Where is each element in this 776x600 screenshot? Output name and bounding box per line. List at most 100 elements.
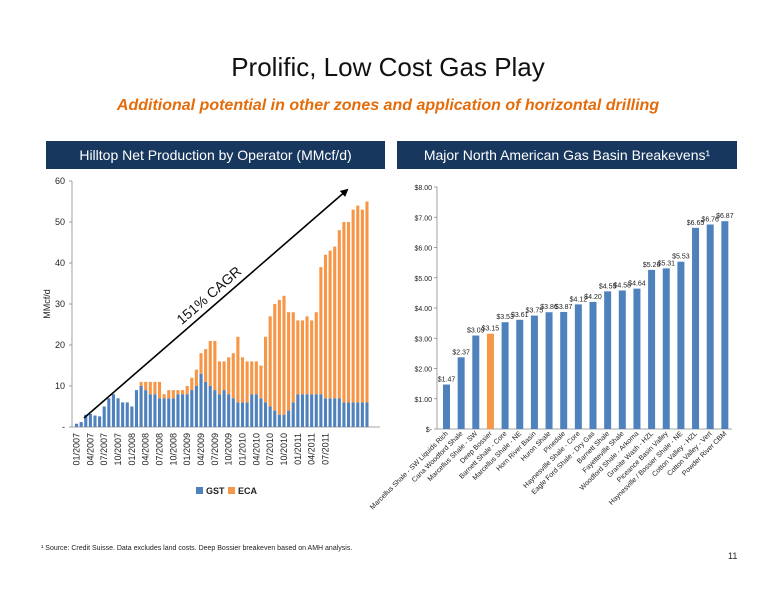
gst-bar (282, 414, 286, 427)
breakeven-bar (501, 322, 509, 429)
gst-bar (240, 402, 245, 427)
gst-bar (208, 386, 212, 427)
gst-bar (277, 414, 281, 427)
gst-bar (264, 402, 268, 427)
gst-bar (356, 402, 360, 427)
breakeven-bar (648, 269, 656, 429)
eca-bar (171, 390, 175, 399)
gst-bar (121, 402, 125, 427)
gst-bar (98, 416, 102, 427)
gst-legend-label: GST (206, 486, 225, 496)
gst-bar (259, 398, 263, 427)
x-tick-label: 07/2009 (210, 433, 220, 466)
eca-bar (236, 336, 240, 403)
gst-bar (171, 398, 175, 427)
gst-bar (250, 394, 254, 427)
gst-bar (134, 390, 139, 427)
eca-bar (240, 357, 245, 403)
x-tick-label: 01/2008 (127, 433, 137, 466)
gst-legend-swatch (196, 487, 203, 494)
eca-bar (296, 320, 300, 395)
bar-value-label: $5.26 (643, 262, 661, 269)
gst-bar (125, 402, 129, 427)
eca-bar (264, 336, 268, 403)
gst-bar (148, 394, 152, 427)
eca-bar (194, 369, 198, 386)
eca-bar (277, 299, 281, 415)
gst-bar (213, 390, 217, 427)
eca-bar (222, 361, 226, 391)
bar-value-label: $3.53 (496, 314, 514, 321)
x-tick-label: 01/2007 (72, 433, 82, 466)
x-tick-label: 07/2007 (99, 433, 109, 466)
bar-value-label: $6.87 (716, 213, 734, 220)
production-chart-header: Hilltop Net Production by Operator (MMcf… (46, 141, 385, 169)
x-tick-label: 01/2009 (182, 433, 192, 466)
eca-bar (333, 246, 337, 399)
eca-bar (268, 316, 272, 407)
gst-bar (176, 394, 180, 427)
x-tick-label: 10/2007 (113, 433, 123, 466)
gst-bar (204, 381, 208, 427)
eca-bar (360, 209, 364, 403)
x-tick-label: 04/2010 (251, 433, 261, 466)
breakeven-bar (443, 384, 450, 429)
eca-bar (346, 222, 351, 403)
gst-bar (227, 394, 231, 427)
eca-bar (199, 353, 203, 374)
gst-bar (79, 422, 83, 427)
eca-bar (204, 349, 208, 382)
breakeven-bar (633, 288, 641, 429)
gst-bar (236, 402, 240, 427)
gst-bar (328, 398, 332, 427)
eca-bar (254, 361, 258, 395)
gst-bar (111, 394, 115, 427)
breakeven-bar (457, 357, 465, 429)
gst-bar (84, 414, 88, 427)
footnote: ¹ Source: Credit Suisse. Data excludes l… (41, 545, 353, 552)
bar-value-label: $5.53 (672, 254, 690, 261)
gst-bar (273, 410, 277, 427)
y-tick-label: $- (426, 427, 433, 434)
eca-bar (190, 377, 194, 391)
gst-bar (130, 406, 134, 427)
gst-bar (346, 402, 351, 427)
bar-value-label: $3.87 (555, 304, 573, 311)
breakeven-bar (721, 221, 729, 429)
eca-bar (273, 304, 277, 411)
breakeven-bar (560, 311, 568, 429)
gst-bar (268, 406, 272, 427)
bar-value-label: $4.55 (599, 283, 617, 290)
gst-bar (93, 415, 97, 427)
gst-bar (310, 394, 314, 427)
breakeven-bar (604, 291, 612, 429)
x-tick-label: 07/2008 (155, 433, 165, 466)
gst-bar (300, 394, 304, 427)
x-tick-label: 07/2010 (265, 433, 275, 466)
bar-value-label: $3.75 (526, 308, 544, 315)
eca-bar (287, 312, 291, 411)
y-tick-label: $6.00 (414, 246, 432, 253)
bar-value-label: $4.64 (628, 281, 646, 288)
eca-bar (314, 312, 318, 395)
y-tick-label: 40 (55, 258, 65, 268)
bar-value-label: $3.86 (540, 304, 558, 311)
gst-bar (162, 398, 166, 427)
eca-bar (319, 267, 323, 395)
x-tick-label: 01/2010 (238, 433, 248, 466)
y-tick-label: 50 (55, 217, 65, 227)
gst-bar (360, 402, 364, 427)
y-tick-label: $7.00 (414, 215, 432, 222)
eca-bar (342, 222, 346, 403)
breakeven-bar (589, 301, 597, 429)
gst-bar (254, 394, 258, 427)
breakeven-bar (545, 312, 553, 429)
gst-bar (139, 386, 143, 427)
gst-bar (319, 394, 323, 427)
gst-bar (231, 398, 235, 427)
gst-bar (157, 398, 162, 427)
bar-value-label: $2.37 (452, 349, 470, 356)
gst-bar (287, 410, 291, 427)
eca-bar (153, 381, 157, 395)
bar-value-label: $1.47 (438, 377, 456, 384)
